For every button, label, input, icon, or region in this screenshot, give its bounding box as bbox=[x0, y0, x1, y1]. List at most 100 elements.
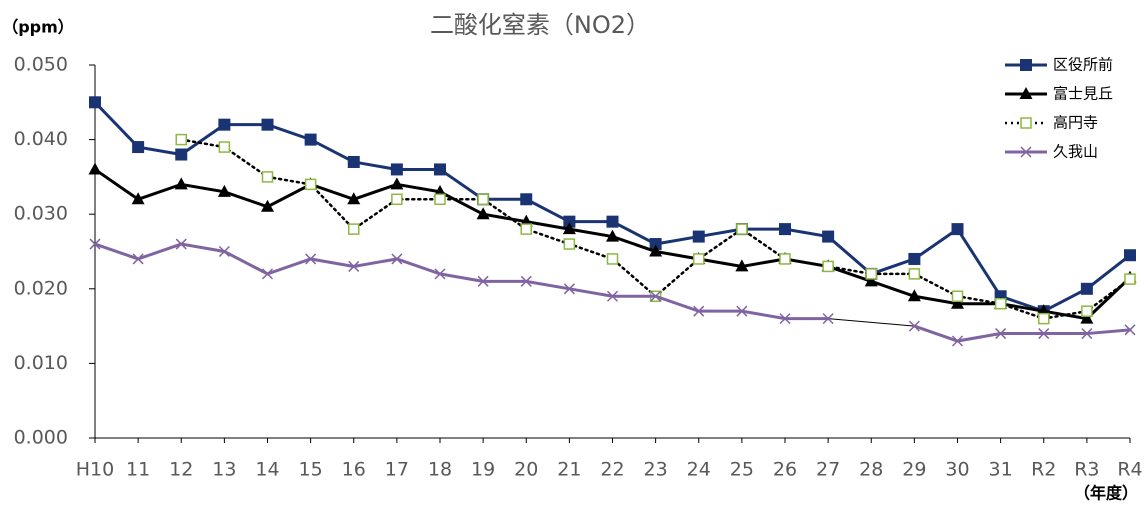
x-tick-label: 16 bbox=[342, 459, 366, 481]
y-tick-label: 0.000 bbox=[14, 427, 68, 449]
legend-label: 高円寺 bbox=[1053, 114, 1098, 132]
marker bbox=[1124, 249, 1136, 262]
marker bbox=[606, 215, 619, 228]
marker bbox=[779, 253, 791, 265]
marker bbox=[434, 163, 446, 176]
x-tick-label: 17 bbox=[385, 459, 409, 481]
marker bbox=[951, 223, 964, 236]
marker bbox=[908, 320, 920, 332]
x-tick-label: 25 bbox=[730, 459, 754, 481]
y-tick-label: 0.010 bbox=[14, 352, 68, 374]
marker bbox=[693, 305, 705, 317]
marker bbox=[907, 289, 921, 302]
x-tick-label: 26 bbox=[773, 459, 797, 481]
x-tick-label: 14 bbox=[255, 459, 279, 481]
marker bbox=[348, 223, 360, 235]
marker bbox=[1038, 328, 1050, 340]
series-line bbox=[93, 100, 1132, 313]
marker bbox=[1080, 311, 1094, 324]
x-tick-label: 28 bbox=[859, 459, 883, 481]
x-tick-label: 27 bbox=[816, 459, 840, 481]
marker bbox=[1080, 282, 1093, 295]
marker bbox=[390, 177, 404, 190]
marker bbox=[261, 171, 274, 183]
marker bbox=[563, 215, 576, 228]
y-axis-unit: （ppm） bbox=[2, 18, 74, 37]
x-tick-label: 24 bbox=[687, 459, 711, 481]
marker bbox=[218, 245, 230, 258]
marker bbox=[131, 192, 145, 205]
y-tick-label: 0.020 bbox=[14, 277, 68, 299]
marker bbox=[1081, 305, 1093, 317]
marker bbox=[650, 290, 662, 302]
marker bbox=[175, 148, 188, 161]
marker bbox=[520, 275, 532, 287]
marker bbox=[1038, 312, 1050, 325]
marker bbox=[132, 141, 145, 154]
marker bbox=[261, 118, 274, 131]
x-tick-label: R3 bbox=[1074, 459, 1099, 481]
x-tick-label: 15 bbox=[299, 459, 323, 481]
marker bbox=[305, 253, 317, 265]
marker bbox=[562, 222, 576, 235]
marker bbox=[994, 297, 1007, 310]
y-tick-label: 0.040 bbox=[14, 128, 68, 150]
marker bbox=[347, 192, 361, 205]
x-tick-label: 22 bbox=[600, 459, 624, 481]
marker bbox=[1020, 117, 1032, 129]
marker bbox=[951, 290, 964, 303]
marker bbox=[88, 162, 102, 175]
marker bbox=[951, 335, 964, 347]
marker bbox=[348, 260, 360, 272]
gap-connector bbox=[828, 318, 915, 327]
x-tick-label: 20 bbox=[514, 459, 538, 481]
marker bbox=[304, 178, 317, 191]
marker bbox=[391, 253, 403, 265]
legend-item: 区役所前 bbox=[1005, 56, 1113, 74]
marker bbox=[779, 223, 791, 236]
legend-label: 富士見丘 bbox=[1053, 85, 1113, 103]
marker bbox=[606, 253, 619, 265]
marker bbox=[1020, 146, 1032, 158]
x-tick-label: 18 bbox=[428, 459, 452, 481]
y-tick-label: 0.030 bbox=[14, 203, 68, 225]
marker bbox=[736, 223, 748, 235]
marker bbox=[736, 305, 748, 317]
marker bbox=[89, 238, 101, 250]
marker bbox=[995, 328, 1007, 340]
marker bbox=[649, 244, 663, 257]
marker bbox=[908, 252, 921, 265]
marker bbox=[391, 193, 403, 206]
marker bbox=[649, 238, 662, 251]
x-tick-label: 21 bbox=[557, 459, 581, 481]
marker bbox=[217, 184, 231, 197]
marker bbox=[174, 177, 188, 190]
series-line bbox=[912, 324, 1132, 343]
marker bbox=[477, 193, 489, 206]
legend-label: 久我山 bbox=[1053, 143, 1098, 161]
x-tick-label: 19 bbox=[471, 459, 495, 481]
marker bbox=[520, 193, 533, 206]
marker bbox=[476, 207, 490, 220]
x-tick-label: 11 bbox=[126, 459, 150, 481]
marker bbox=[779, 313, 791, 325]
marker bbox=[218, 118, 231, 131]
marker bbox=[477, 275, 489, 287]
marker bbox=[822, 230, 835, 243]
legend-item: 久我山 bbox=[1005, 143, 1098, 161]
legend-item: 富士見丘 bbox=[1005, 85, 1113, 103]
x-tick-label: H10 bbox=[76, 459, 114, 481]
marker bbox=[822, 260, 834, 273]
marker bbox=[606, 229, 619, 242]
series-line bbox=[93, 242, 830, 321]
x-tick-label: 12 bbox=[169, 459, 193, 481]
marker bbox=[218, 141, 231, 153]
marker bbox=[304, 133, 317, 146]
marker bbox=[822, 313, 834, 325]
legend-item: 高円寺 bbox=[1005, 114, 1098, 132]
x-tick-label: 23 bbox=[644, 459, 668, 481]
marker bbox=[434, 268, 446, 280]
marker bbox=[864, 274, 878, 287]
marker bbox=[563, 238, 576, 250]
